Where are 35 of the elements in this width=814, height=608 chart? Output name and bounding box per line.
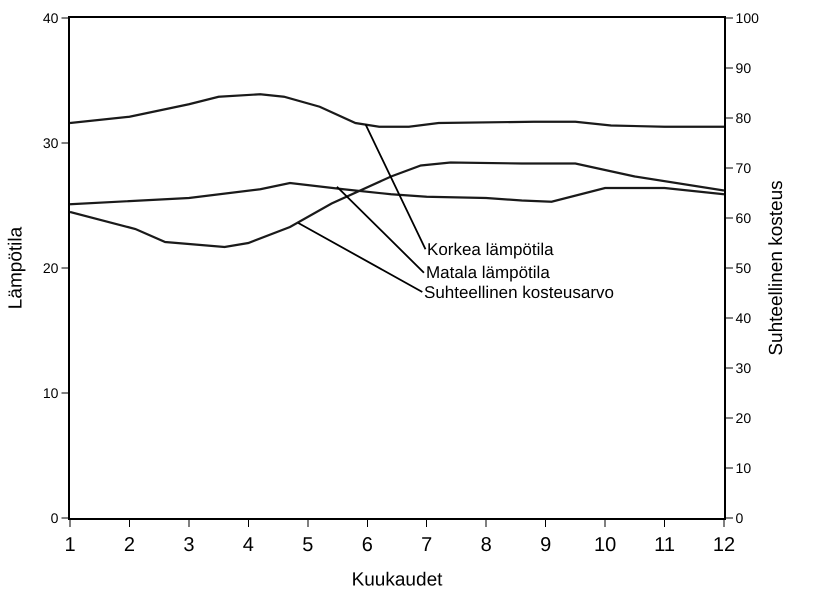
x-tick-label: 4 [242,534,254,556]
x-tick-label: 10 [594,534,616,556]
y2-tick-label: 50 [736,260,752,276]
y2-tick-label: 60 [736,210,752,226]
y2-tick-label: 40 [736,310,752,326]
x-tick-label: 7 [421,534,432,556]
y2-tick-label: 70 [736,160,752,176]
x-tick-label: 12 [712,534,736,556]
x-tick-label: 5 [302,534,314,556]
y2-tick-label: 100 [736,10,760,26]
y2-tick-label: 90 [736,60,752,76]
annotation: Matala lämpötila [426,263,550,282]
y2-tick-label: 0 [736,510,744,526]
y2-tick-label: 20 [736,410,752,426]
x-tick-label: 3 [183,534,194,556]
y2-tick-label: 30 [736,360,752,376]
x-tick-label: 8 [480,534,492,556]
y2-tick-label: 80 [736,110,752,126]
x-tick-label: 2 [124,534,136,556]
x-tick-label: 1 [64,534,76,556]
y-tick-label: 20 [42,260,59,276]
x-tick-label: 6 [362,534,373,556]
x-tick-label: 9 [540,534,552,556]
annotation: Suhteellinen kosteusarvo [424,283,614,302]
y-tick-label: 0 [50,510,59,526]
y-axis-title: Lämpötila [6,226,26,310]
annotation: Korkea lämpötila [427,240,554,259]
x-axis-title: Kuukaudet [352,570,444,590]
x-tick-label: 11 [654,534,675,556]
line-series [70,93,724,128]
y2-axis-title: Suhteellinen kosteus [766,180,787,356]
y2-tick-label: 10 [736,460,752,476]
y-tick-label: 30 [42,134,59,151]
y-tick-label: 40 [42,10,59,26]
y-tick-label: 10 [42,384,59,401]
